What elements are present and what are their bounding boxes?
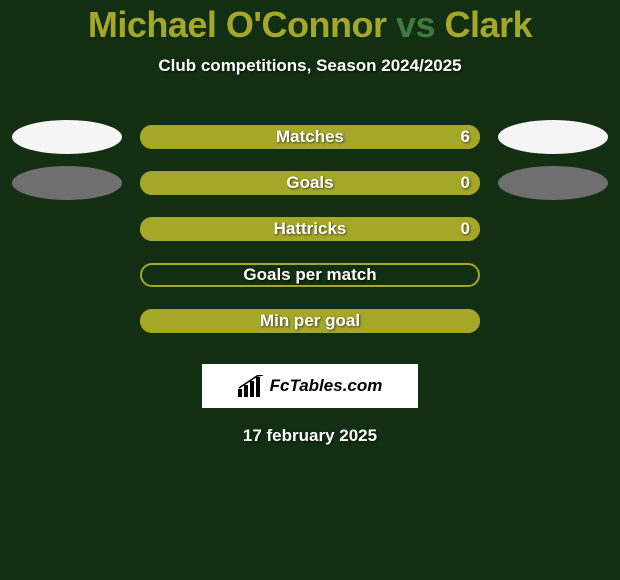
stat-label: Min per goal [260,311,360,331]
stat-row: Min per goal [0,298,620,344]
stat-label: Matches [276,127,344,147]
subtitle: Club competitions, Season 2024/2025 [0,56,620,76]
left-ellipse [12,166,122,200]
stat-label: Goals [286,173,333,193]
bar-chart-icon [238,375,264,397]
right-ellipse [498,166,608,200]
stats-area: Matches 6 Goals 0 Hattricks 0 Goals per match M… [0,114,620,344]
stat-value-right: 6 [461,127,470,147]
stat-label: Hattricks [274,219,347,239]
stat-row: Hattricks 0 [0,206,620,252]
stat-bar: Goals per match [140,263,480,287]
stat-value-right: 0 [461,219,470,239]
source-logo: FcTables.com [202,364,418,408]
comparison-card: Michael O'Connor vs Clark Club competiti… [0,0,620,446]
date: 17 february 2025 [0,426,620,446]
vs-word: vs [396,4,435,45]
stat-row: Goals 0 [0,160,620,206]
left-ellipse [12,120,122,154]
stat-bar: Matches 6 [140,125,480,149]
stat-row: Matches 6 [0,114,620,160]
stat-label: Goals per match [243,265,376,285]
stat-bar: Min per goal [140,309,480,333]
logo-text: FcTables.com [270,376,383,396]
right-ellipse [498,120,608,154]
stat-row: Goals per match [0,252,620,298]
player2-name: Clark [445,4,533,45]
title: Michael O'Connor vs Clark [0,6,620,44]
stat-bar: Goals 0 [140,171,480,195]
stat-value-right: 0 [461,173,470,193]
stat-bar: Hattricks 0 [140,217,480,241]
player1-name: Michael O'Connor [88,4,387,45]
